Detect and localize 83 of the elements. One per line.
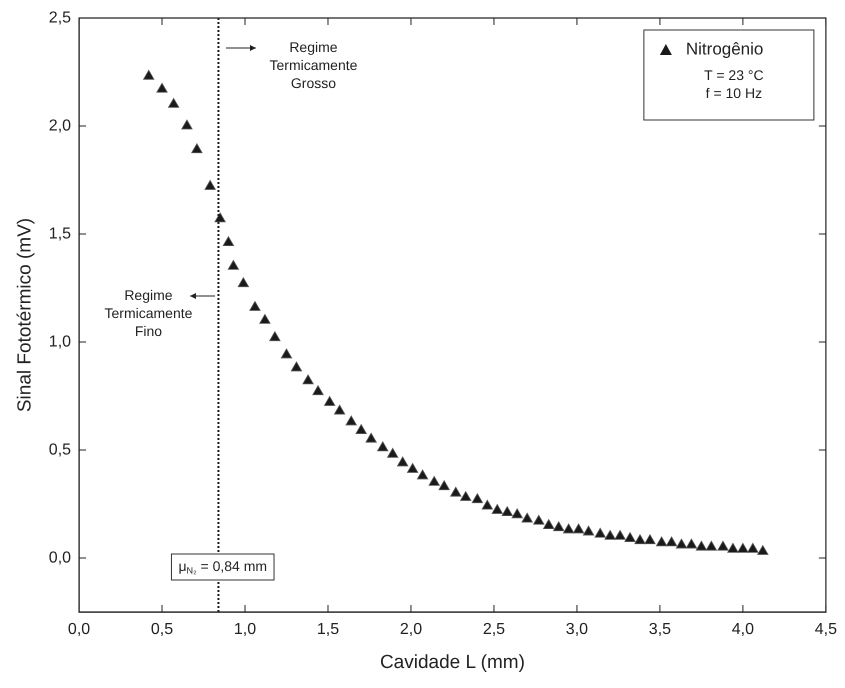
x-tick-label: 2,5 bbox=[482, 621, 506, 638]
point bbox=[727, 542, 739, 553]
point bbox=[686, 538, 698, 548]
point bbox=[737, 542, 748, 553]
point bbox=[634, 534, 646, 544]
y-tick-label: 0,0 bbox=[48, 549, 72, 566]
point bbox=[312, 385, 324, 396]
point bbox=[191, 143, 202, 154]
point bbox=[222, 236, 234, 246]
point bbox=[747, 542, 758, 553]
point bbox=[438, 480, 450, 490]
point bbox=[482, 500, 493, 510]
point bbox=[238, 277, 249, 288]
y-tick-label: 2,0 bbox=[48, 117, 72, 134]
point bbox=[706, 540, 717, 551]
point bbox=[594, 528, 606, 538]
point bbox=[553, 521, 564, 532]
point bbox=[582, 526, 594, 536]
point bbox=[387, 448, 398, 458]
point bbox=[624, 532, 636, 542]
y-tick-label: 1,5 bbox=[48, 225, 72, 242]
point bbox=[428, 476, 440, 486]
point bbox=[460, 491, 472, 501]
point bbox=[280, 348, 292, 358]
x-tick-label: 3,0 bbox=[566, 621, 588, 638]
point bbox=[512, 508, 523, 518]
x-tick-label: 3,5 bbox=[648, 621, 672, 638]
point bbox=[214, 212, 226, 222]
point bbox=[717, 540, 729, 551]
point bbox=[644, 534, 656, 544]
annotation: Regime Termicamente Fino bbox=[104, 286, 193, 339]
point bbox=[563, 524, 574, 534]
annotation: f = 10 Hz bbox=[706, 84, 762, 101]
y-axis-title: Sinal Fototérmico (mV) bbox=[14, 218, 36, 412]
annotation: T = 23 °C bbox=[704, 66, 764, 83]
x-tick-label: 2,0 bbox=[400, 621, 422, 638]
x-tick-label: 1,5 bbox=[316, 621, 340, 638]
point bbox=[269, 331, 280, 342]
point bbox=[407, 463, 418, 473]
point bbox=[533, 514, 544, 525]
annotation: Regime Termicamente Grosso bbox=[269, 38, 358, 91]
point bbox=[204, 180, 216, 190]
point bbox=[614, 530, 626, 540]
point bbox=[346, 416, 357, 426]
point bbox=[543, 519, 554, 529]
point bbox=[302, 374, 314, 384]
point bbox=[522, 512, 533, 523]
point bbox=[492, 504, 503, 514]
x-tick-label: 1,0 bbox=[234, 621, 256, 638]
x-axis-title: Cavidade L (mm) bbox=[380, 652, 525, 673]
point bbox=[604, 530, 616, 540]
y-tick-label: 2,5 bbox=[48, 9, 72, 26]
point bbox=[502, 506, 513, 516]
y-tick-label: 0,5 bbox=[48, 441, 72, 458]
x-tick-label: 4,5 bbox=[814, 621, 838, 638]
y-tick-label: 1,0 bbox=[48, 333, 72, 350]
point bbox=[656, 536, 668, 546]
x-tick-label: 0,0 bbox=[68, 621, 90, 638]
legend-label: Nitrogênio bbox=[686, 40, 764, 59]
x-tick-label: 0,5 bbox=[150, 621, 174, 638]
point bbox=[416, 470, 428, 480]
point bbox=[472, 493, 483, 504]
point bbox=[156, 82, 168, 93]
point bbox=[290, 362, 302, 372]
point bbox=[676, 538, 688, 548]
point bbox=[572, 524, 584, 534]
point bbox=[356, 424, 367, 434]
point bbox=[757, 545, 768, 555]
point bbox=[377, 441, 388, 452]
point bbox=[450, 486, 462, 497]
point bbox=[397, 456, 408, 466]
point bbox=[666, 536, 678, 546]
point bbox=[324, 396, 336, 406]
point bbox=[334, 404, 346, 415]
point bbox=[259, 314, 271, 324]
point bbox=[143, 70, 154, 80]
point bbox=[228, 260, 239, 270]
point bbox=[696, 540, 708, 551]
point bbox=[181, 120, 193, 130]
point bbox=[249, 301, 261, 311]
point bbox=[366, 432, 377, 443]
x-tick-label: 4,0 bbox=[732, 621, 754, 638]
point bbox=[168, 98, 180, 108]
